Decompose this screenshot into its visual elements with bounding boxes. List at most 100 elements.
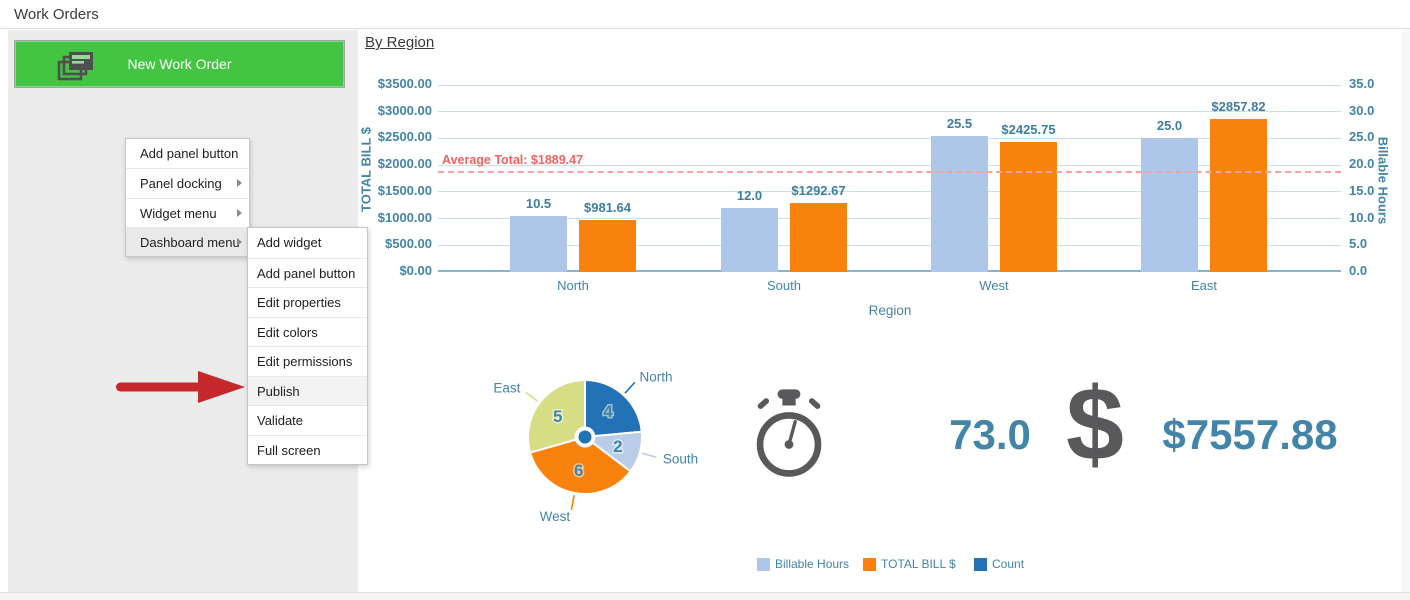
submenu-chevron-icon <box>237 208 242 217</box>
right-axis-tick: 5.0 <box>1349 236 1368 252</box>
bar-total-bill-east <box>1210 119 1267 272</box>
submenu-item-edit-colors[interactable]: Edit colors <box>248 316 367 346</box>
pie-leader-line <box>641 452 657 459</box>
new-work-order-button[interactable]: New Work Order <box>14 40 345 88</box>
submenu-item-full-screen[interactable]: Full screen <box>248 434 367 464</box>
bar-billable-hours-west <box>931 135 988 272</box>
dashboard-submenu: Add widget Add panel button Edit propert… <box>247 227 368 465</box>
bar-billable-hours-east <box>1141 138 1198 272</box>
pie-label-north: North <box>640 370 673 385</box>
chart-title-by-region[interactable]: By Region <box>365 34 435 51</box>
menu-item-label: Edit properties <box>257 295 341 310</box>
menu-item-add-panel-button[interactable]: Add panel button <box>126 139 249 169</box>
pie-leader-line <box>570 495 575 510</box>
legend-swatch-total-bill <box>863 557 876 571</box>
pie-slice-value: 5 <box>553 407 562 426</box>
submenu-chevron-icon <box>237 238 242 247</box>
menu-item-label: Full screen <box>257 442 321 458</box>
pie-slice-value: 6 <box>574 461 583 480</box>
submenu-item-validate[interactable]: Validate <box>248 405 367 435</box>
x-axis-line <box>438 270 1341 272</box>
gridline <box>438 191 1341 193</box>
left-axis-tick: $2500.00 <box>377 129 432 145</box>
bottom-strip <box>0 592 1410 600</box>
pie-center-dot <box>578 430 592 444</box>
new-work-order-label: New Work Order <box>127 56 232 72</box>
panel-context-menu: Add panel button Panel docking Widget me… <box>125 138 250 258</box>
menu-item-label: Edit colors <box>257 324 318 340</box>
legend-label: Billable Hours <box>775 557 850 571</box>
right-axis-tick: 10.0 <box>1349 209 1375 225</box>
pie-slice-value: 2 <box>613 437 622 456</box>
submenu-item-add-panel-button[interactable]: Add panel button <box>248 257 367 287</box>
gridline <box>438 244 1341 246</box>
menu-item-label: Dashboard menu <box>140 234 240 250</box>
bar-value-label: 25.0 <box>1156 118 1183 134</box>
bar-value-label: $2857.82 <box>1211 99 1266 115</box>
bar-total-bill-west <box>1000 142 1057 272</box>
legend-entry-billable-hours: Billable Hours <box>757 557 849 571</box>
pie-slice-north <box>584 379 643 438</box>
legend-swatch-count <box>974 557 987 571</box>
category-label-east: East <box>1190 278 1217 293</box>
pointer-arrow-icon <box>116 371 245 403</box>
menu-item-widget-menu[interactable]: Widget menu <box>126 197 249 227</box>
gridline <box>438 84 1341 86</box>
menu-item-label: Add widget <box>257 235 322 250</box>
pie-label-east: East <box>493 381 520 396</box>
submenu-item-edit-properties[interactable]: Edit properties <box>248 287 367 317</box>
menu-item-label: Validate <box>257 413 304 428</box>
right-axis-tick: 20.0 <box>1349 156 1375 172</box>
left-axis-tick: $1000.00 <box>377 209 432 225</box>
menu-item-label: Edit permissions <box>257 354 353 369</box>
menu-item-panel-docking[interactable]: Panel docking <box>126 168 249 198</box>
legend-swatch-billable-hours <box>757 557 770 571</box>
page-header: Work Orders <box>0 0 1410 29</box>
left-axis-tick: $3000.00 <box>377 102 432 118</box>
left-axis-tick: $500.00 <box>385 236 432 252</box>
left-axis-tick: $3500.00 <box>377 76 432 91</box>
right-axis-tick: 15.0 <box>1349 182 1375 198</box>
gridline <box>438 164 1341 166</box>
left-axis-tick: $0.00 <box>399 263 432 278</box>
menu-item-label: Panel docking <box>140 176 222 192</box>
bar-billable-hours-north <box>510 215 567 272</box>
category-label-south: South <box>767 278 801 293</box>
average-line-label: Average Total: $1889.47 <box>442 153 584 168</box>
chart-legend: Billable Hours TOTAL BILL $ Count <box>0 557 1410 573</box>
submenu-item-edit-permissions[interactable]: Edit permissions <box>248 346 367 376</box>
x-axis-title: Region <box>868 303 912 318</box>
category-label-north: North <box>557 278 589 293</box>
pie-label-west: West <box>540 509 571 524</box>
right-axis-tick: 0.0 <box>1349 263 1368 278</box>
gridline <box>438 137 1341 139</box>
legend-entry-count: Count <box>974 557 1024 571</box>
kpi-total-bill: $7557.88 <box>1162 411 1338 458</box>
dollar-icon: $ <box>1066 367 1124 483</box>
menu-item-label: Add panel button <box>257 265 356 281</box>
submenu-item-add-widget[interactable]: Add widget <box>248 228 367 258</box>
bar-value-label: 10.5 <box>525 195 552 211</box>
kpi-total-billable-hours: 73.0 <box>949 411 1031 458</box>
bar-chart-plot: $0.00 0.0 $500.00 5.0 $1000.00 10.0 $1500.00 15… <box>378 76 1375 293</box>
menu-item-dashboard-menu[interactable]: Dashboard menu <box>126 226 249 257</box>
menu-item-label: Widget menu <box>140 205 217 221</box>
bar-billable-hours-south <box>721 207 778 272</box>
submenu-item-publish[interactable]: Publish <box>248 375 367 405</box>
gridline <box>438 218 1341 220</box>
pie-chart: 4 North 2 South 6 West 5 East <box>493 370 698 524</box>
legend-label: Count <box>992 557 1025 571</box>
right-axis-tick: 30.0 <box>1349 102 1375 118</box>
bar-total-bill-north <box>579 219 636 272</box>
pie-slice-value: 4 <box>603 402 613 421</box>
stopwatch-icon <box>756 389 822 477</box>
pie-slice-west <box>529 436 632 495</box>
bar-value-label: $2425.75 <box>1001 122 1056 138</box>
right-axis-tick: 25.0 <box>1349 129 1375 145</box>
bar-value-label: $1292.67 <box>791 182 846 198</box>
left-axis-tick: $2000.00 <box>377 156 432 172</box>
legend-label: TOTAL BILL $ <box>881 557 956 571</box>
right-axis-tick: 35.0 <box>1349 76 1375 91</box>
bar-total-bill-south <box>790 202 847 272</box>
